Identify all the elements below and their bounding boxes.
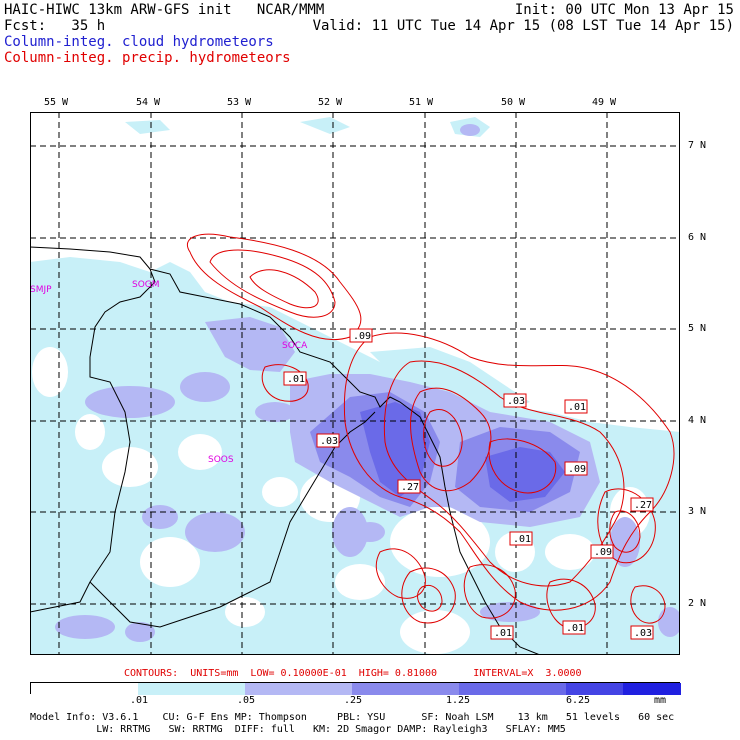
colorbar-tick: 6.25 [566, 695, 591, 706]
model-title: HAIC-HIWC 13km ARW-GFS init NCAR/MMM [4, 2, 325, 18]
lon-label-50w: 50 W [501, 97, 526, 108]
contour-label-boxes [283, 328, 654, 640]
contour-label: .09 [353, 331, 371, 342]
lon-label-52w: 52 W [318, 97, 343, 108]
contour-label: .09 [594, 547, 612, 558]
contour-label: .01 [568, 402, 586, 413]
coastline [30, 246, 541, 655]
colorbar-seg [352, 683, 459, 695]
colorbar-tick: .05 [237, 695, 256, 706]
lat-label-3n: 3 N [688, 506, 707, 517]
init-time: Init: 00 UTC Mon 13 Apr 15 [514, 2, 734, 18]
field-cloud-label: Column-integ. cloud hydrometeors [4, 34, 274, 50]
lat-label-4n: 4 N [688, 415, 707, 426]
colorbar-tick: .25 [344, 695, 363, 706]
lon-label-55w: 55 W [44, 97, 69, 108]
contour-label: .03 [507, 396, 525, 407]
contour-label: .03 [634, 628, 652, 639]
forecast-hour: Fcst: 35 h [4, 18, 106, 34]
lon-label-53w: 53 W [227, 97, 252, 108]
colorbar-seg [138, 683, 245, 695]
cloud-fill-core [360, 402, 565, 502]
lon-label-49w: 49 W [592, 97, 617, 108]
contour-label: .27 [401, 482, 419, 493]
contour-label: .27 [634, 500, 652, 511]
station-soos: SOOS [208, 455, 234, 465]
contour-label: .03 [320, 436, 338, 447]
station-soca: SOCA [282, 341, 308, 351]
lat-label-2n: 2 N [688, 598, 707, 609]
colorbar-tick: 1.25 [446, 695, 471, 706]
valid-time: Valid: 11 UTC Tue 14 Apr 15 (08 LST Tue … [312, 18, 734, 34]
contour-label-texts: .09 .01 .03 .03 .01 .27 .09 .27 .01 .09 … [287, 331, 652, 639]
cloud-gaps [32, 347, 650, 654]
contour-info: CONTOURS: UNITS=mm LOW= 0.10000E-01 HIGH… [124, 668, 582, 679]
lat-label-5n: 5 N [688, 323, 707, 334]
colorbar [30, 682, 681, 695]
station-sogm: SOGM [132, 280, 160, 290]
colorbar-tick: .01 [130, 695, 149, 706]
station-smjp: SMJP [30, 285, 52, 295]
colorbar-seg [459, 683, 566, 695]
lat-label-7n: 7 N [688, 140, 707, 151]
colorbar-seg [623, 683, 681, 695]
contour-label: .01 [566, 623, 584, 634]
colorbar-seg [245, 683, 352, 695]
contour-label: .01 [513, 534, 531, 545]
map-plot: .09 .01 .03 .03 .01 .27 .09 .27 .01 .09 … [30, 112, 680, 655]
model-info-line1: Model Info: V3.6.1 CU: G-F Ens MP: Thomp… [30, 712, 675, 723]
colorbar-seg [566, 683, 623, 695]
station-labels: SMJP SOGM SOCA SOOS [30, 280, 308, 465]
lat-label-6n: 6 N [688, 232, 707, 243]
contour-label: .01 [287, 374, 305, 385]
colorbar-units: mm [654, 695, 667, 706]
contour-label: .09 [568, 464, 586, 475]
lon-label-54w: 54 W [136, 97, 161, 108]
contour-label: .01 [494, 628, 512, 639]
model-info-line2: LW: RRTMG SW: RRTMG DIFF: full KM: 2D Sm… [30, 724, 566, 735]
field-precip-label: Column-integ. precip. hydrometeors [4, 50, 291, 66]
colorbar-seg [31, 683, 138, 695]
lon-label-51w: 51 W [409, 97, 434, 108]
